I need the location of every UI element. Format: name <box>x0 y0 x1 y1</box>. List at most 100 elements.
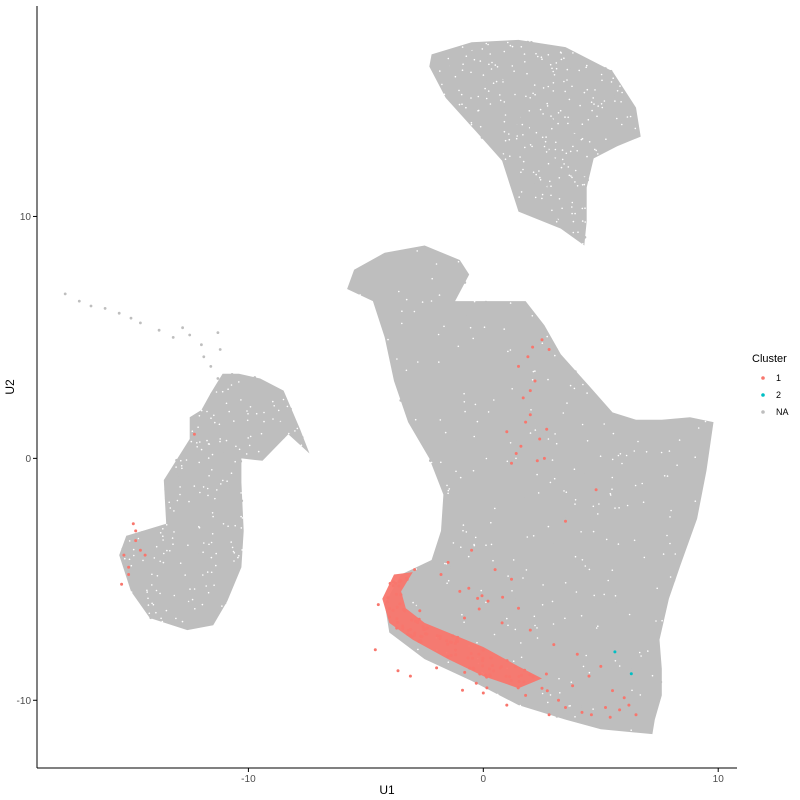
na-point <box>477 452 481 455</box>
na-point <box>503 81 507 84</box>
na-point <box>496 500 500 504</box>
na-point <box>465 113 468 116</box>
na-point <box>508 102 512 105</box>
na-point <box>629 131 633 135</box>
na-point <box>247 437 249 439</box>
na-point <box>588 141 591 143</box>
na-point <box>504 55 508 58</box>
na-point <box>449 605 453 609</box>
na-point <box>621 91 623 94</box>
na-point <box>512 424 516 428</box>
na-point <box>443 93 446 96</box>
na-point <box>576 533 579 537</box>
na-point <box>163 552 165 555</box>
na-point <box>469 606 473 609</box>
na-point <box>584 151 587 155</box>
na-point <box>198 525 200 528</box>
na-point <box>550 180 554 184</box>
cluster-1-point <box>373 648 377 652</box>
na-point <box>568 174 571 177</box>
na-point <box>535 131 538 134</box>
na-point <box>552 70 554 73</box>
na-point <box>215 459 219 463</box>
na-point <box>542 87 545 89</box>
na-point <box>643 556 646 559</box>
na-point <box>570 681 573 683</box>
na-point <box>570 527 574 531</box>
na-point <box>213 414 215 417</box>
cluster-1-point <box>477 652 481 656</box>
na-point <box>512 559 515 561</box>
cluster-1-point <box>396 669 400 673</box>
na-point <box>524 521 527 525</box>
na-point <box>503 130 506 133</box>
na-point <box>519 164 523 167</box>
cluster-1-point <box>526 355 530 359</box>
na-point <box>614 600 617 603</box>
na-point <box>416 300 420 304</box>
na-point <box>263 411 265 414</box>
na-point <box>606 97 609 101</box>
x-axis-ticks: -10 0 10 <box>241 768 724 785</box>
na-point <box>436 73 440 77</box>
na-point <box>507 624 509 627</box>
na-point <box>486 55 490 58</box>
na-point <box>266 447 269 451</box>
na-point <box>523 149 527 153</box>
na-point <box>494 507 496 510</box>
na-point <box>510 124 513 128</box>
cluster-1-point <box>446 642 450 646</box>
na-point <box>565 108 568 111</box>
cluster-1-point <box>134 539 138 543</box>
na-point <box>166 586 169 590</box>
cluster-1-point <box>413 633 416 637</box>
na-point <box>522 365 526 369</box>
na-point <box>631 681 635 685</box>
na-point <box>445 563 448 565</box>
na-point <box>151 584 153 586</box>
na-point <box>175 472 179 476</box>
cluster-1-point <box>517 364 520 368</box>
na-point <box>524 57 527 60</box>
na-point <box>456 95 460 98</box>
na-point <box>571 212 573 215</box>
na-point <box>462 48 466 52</box>
na-point <box>574 473 578 477</box>
na-point <box>431 455 434 459</box>
na-point <box>146 591 148 593</box>
cluster-1-point <box>523 668 527 672</box>
na-point <box>231 546 234 549</box>
na-point <box>199 491 201 494</box>
na-point <box>584 550 587 554</box>
cluster-1-point <box>127 565 131 569</box>
na-point <box>541 160 545 163</box>
na-point <box>195 591 198 594</box>
na-point <box>655 620 657 622</box>
na-point <box>570 137 573 140</box>
cluster-1-point <box>454 648 457 652</box>
na-point <box>461 64 465 67</box>
na-point <box>124 557 126 560</box>
na-point <box>581 213 584 217</box>
na-point <box>553 348 556 351</box>
na-point <box>273 405 276 407</box>
na-point <box>555 595 558 599</box>
cluster-1-point <box>493 568 497 572</box>
na-point <box>599 99 603 103</box>
cluster-1-point <box>399 579 403 583</box>
na-point <box>616 90 619 92</box>
na-point <box>609 83 612 86</box>
na-point <box>483 99 487 102</box>
na-point <box>561 454 564 458</box>
na-point <box>282 398 285 401</box>
na-point <box>626 688 629 692</box>
na-point <box>246 419 249 422</box>
na-point <box>477 95 480 98</box>
na-point <box>296 427 299 430</box>
na-point <box>581 423 584 426</box>
na-point <box>612 77 614 79</box>
na-point <box>172 571 175 575</box>
na-point <box>229 457 232 460</box>
na-point <box>435 661 439 664</box>
na-point <box>565 491 568 494</box>
